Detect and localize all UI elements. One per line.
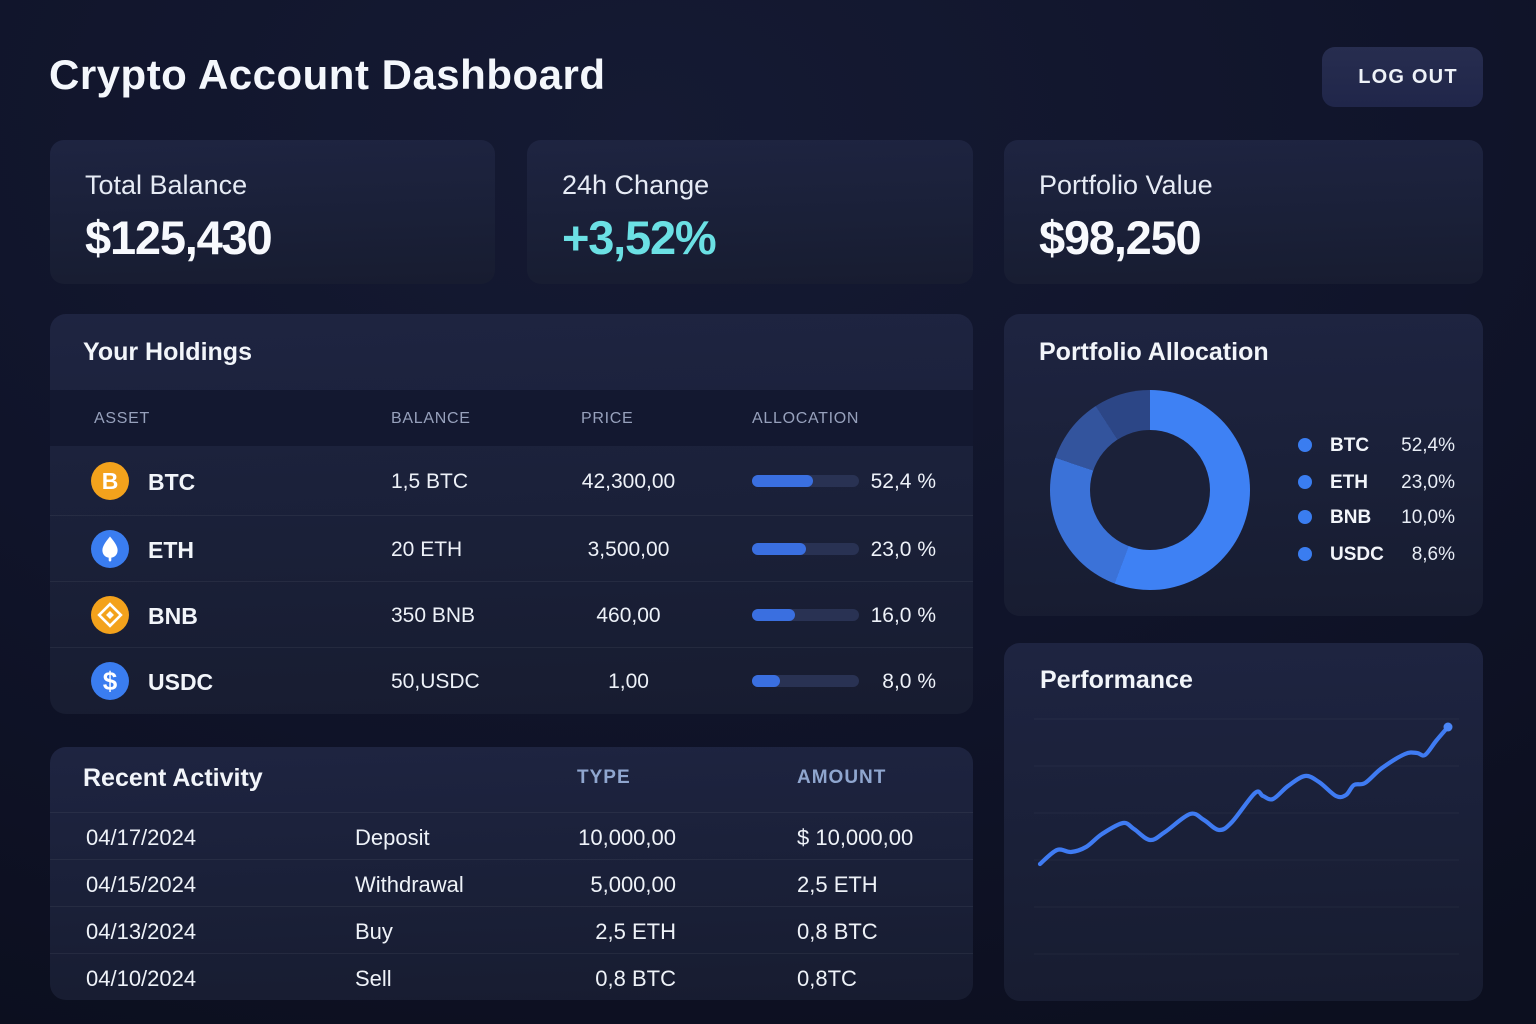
svg-text:B: B: [102, 468, 119, 494]
svg-text:$: $: [103, 666, 118, 696]
